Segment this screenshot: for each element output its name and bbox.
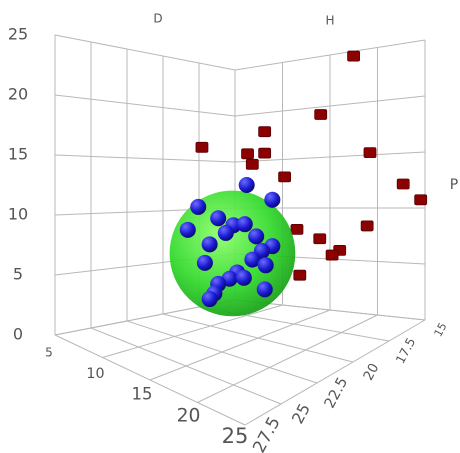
- sphere-point: [210, 210, 227, 227]
- sphere-point: [201, 291, 218, 308]
- cube-point: [347, 50, 361, 62]
- cube-point: [313, 233, 327, 245]
- sphere-region: [169, 190, 296, 317]
- cube-point: [258, 126, 272, 138]
- sphere-point: [257, 257, 274, 274]
- x-tick-label: 25: [222, 424, 249, 448]
- sphere-point: [179, 221, 196, 238]
- cube-point: [278, 171, 292, 183]
- z-tick-label: 10: [8, 205, 28, 224]
- cube-point: [396, 178, 410, 190]
- grid-line: [54, 94, 236, 117]
- y-tick-label: 22.5: [321, 374, 351, 411]
- grid-line: [244, 319, 426, 426]
- sphere-point: [264, 191, 281, 208]
- grid-line: [162, 313, 354, 363]
- cube-point: [414, 194, 428, 206]
- sphere-point: [248, 228, 265, 245]
- cube-point: [258, 147, 272, 159]
- sphere-point: [190, 198, 207, 215]
- x-axis-title: D: [153, 12, 162, 26]
- z-tick-label: 0: [13, 325, 23, 344]
- cube-point: [195, 141, 209, 153]
- y-tick-label: 20: [361, 361, 382, 383]
- x-tick-label: 5: [45, 346, 53, 360]
- sphere-point: [256, 281, 273, 298]
- grid-line: [54, 34, 236, 71]
- x-tick-label: 20: [177, 406, 201, 427]
- grid-line: [90, 327, 282, 405]
- x-tick-label: 10: [86, 366, 104, 382]
- grid-line: [126, 320, 318, 384]
- cube-point: [325, 249, 339, 261]
- grid-line: [149, 309, 331, 381]
- sphere-point: [236, 216, 253, 233]
- y-axis-title: H: [325, 14, 334, 28]
- z-tick-label: 15: [8, 145, 28, 164]
- x-tick-label: 15: [132, 385, 153, 404]
- sphere-point: [201, 236, 218, 253]
- z-axis-title: P: [450, 177, 458, 193]
- cube-point: [241, 148, 254, 160]
- cube-point: [360, 220, 374, 232]
- z-tick-label: 20: [8, 85, 28, 104]
- grid-line: [102, 304, 283, 358]
- grid-line: [54, 334, 246, 426]
- sphere-point: [217, 224, 234, 241]
- cube-point: [290, 223, 304, 235]
- cube-point: [245, 158, 259, 170]
- grid-line: [54, 154, 236, 163]
- y-tick-label: 25: [288, 400, 314, 427]
- z-tick-label: 5: [13, 265, 23, 284]
- z-tick-label: 25: [8, 25, 28, 44]
- y-tick-label: 17.5: [393, 335, 418, 366]
- cube-point: [293, 269, 307, 281]
- sphere-point: [235, 269, 252, 286]
- grid-line: [197, 314, 378, 403]
- sphere-point: [244, 251, 261, 268]
- cube-point: [314, 109, 328, 120]
- sphere-point: [238, 177, 255, 194]
- sphere-point: [196, 254, 213, 271]
- y-tick-label: 15: [432, 321, 450, 339]
- cube-point: [363, 147, 377, 159]
